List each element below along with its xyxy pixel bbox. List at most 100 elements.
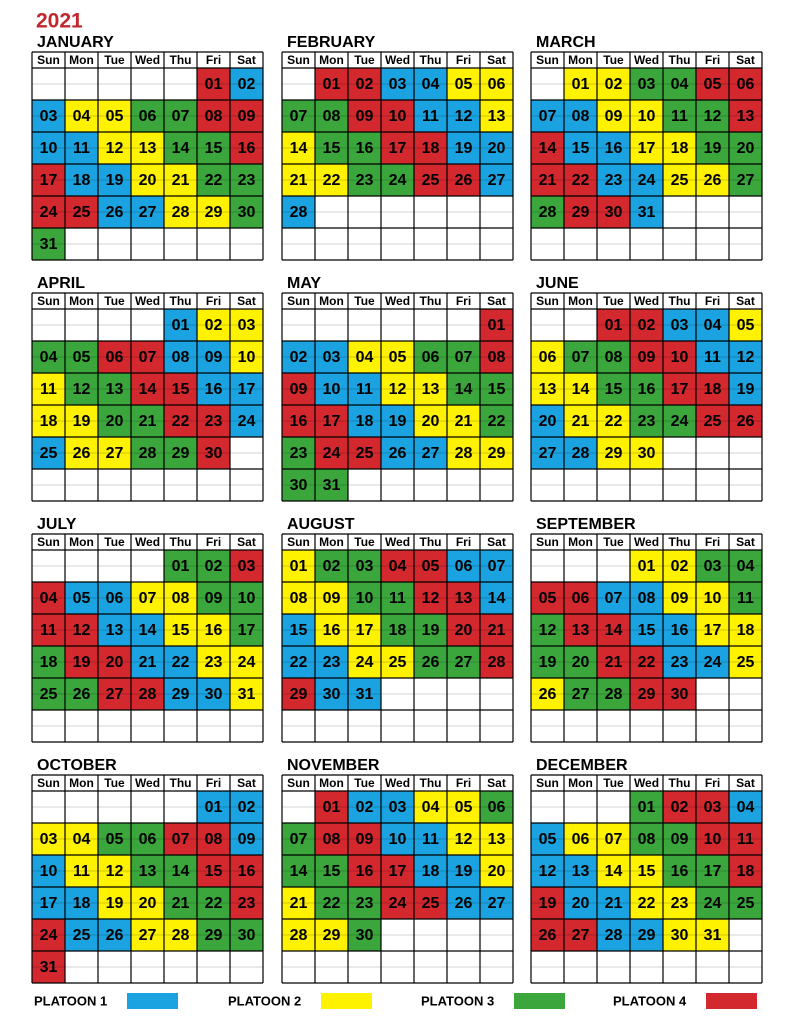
day-number: 30 [290,477,308,494]
weekday-header: Wed [385,535,410,549]
day-number: 26 [539,686,557,703]
day-cell [164,196,197,228]
day-cell [32,405,65,437]
day-number: 27 [572,927,590,944]
day-number: 26 [704,172,722,189]
day-number: 25 [389,654,407,671]
day-cell [230,855,263,887]
day-number: 20 [488,140,506,157]
weekday-header: Mon [319,535,344,549]
day-number: 14 [290,863,308,880]
day-cell [729,132,762,164]
day-cell [597,919,630,951]
empty-cell [729,196,762,228]
day-number: 22 [638,895,656,912]
day-number: 17 [389,863,407,880]
day-number: 14 [605,863,623,880]
day-cell [98,437,131,469]
day-number: 10 [389,831,407,848]
day-number: 19 [389,413,407,430]
weekday-header: Tue [603,294,624,308]
weekday-header: Sun [287,53,310,67]
day-number: 24 [671,413,689,430]
day-cell [315,100,348,132]
day-number: 25 [704,413,722,430]
month-title: AUGUST [287,516,355,533]
day-cell [32,582,65,614]
weekday-header: Fri [206,535,221,549]
empty-cell [630,710,663,742]
day-number: 17 [389,140,407,157]
day-cell [197,855,230,887]
day-cell [729,646,762,678]
day-cell [348,132,381,164]
day-number: 20 [539,413,557,430]
day-cell [197,196,230,228]
empty-cell [564,309,597,341]
day-cell [381,582,414,614]
day-cell [480,373,513,405]
day-cell [381,437,414,469]
day-number: 29 [488,445,506,462]
day-cell [531,919,564,951]
day-number: 29 [290,686,308,703]
weekday-header: Sat [237,53,256,67]
day-cell [348,646,381,678]
day-cell [630,437,663,469]
day-cell [696,855,729,887]
day-number: 24 [238,654,256,671]
day-cell [315,678,348,710]
day-number: 25 [73,204,91,221]
day-cell [630,132,663,164]
day-number: 23 [323,654,341,671]
day-number: 18 [704,381,722,398]
empty-cell [98,550,131,582]
empty-cell [564,951,597,983]
day-cell [630,678,663,710]
weekday-header: Wed [135,776,160,790]
day-number: 22 [605,413,623,430]
empty-cell [663,710,696,742]
day-number: 10 [238,349,256,366]
day-cell [282,582,315,614]
day-cell [480,550,513,582]
day-cell [65,164,98,196]
day-number: 09 [671,590,689,607]
empty-cell [414,710,447,742]
day-number: 02 [356,76,374,93]
day-cell [729,164,762,196]
day-cell [131,887,164,919]
day-cell [564,919,597,951]
day-cell [381,164,414,196]
empty-cell [447,228,480,260]
day-cell [282,887,315,919]
day-cell [32,646,65,678]
day-cell [282,855,315,887]
day-number: 13 [488,831,506,848]
day-number: 02 [205,317,223,334]
day-cell [564,68,597,100]
day-number: 31 [356,686,374,703]
weekday-header: Sun [536,294,559,308]
day-cell [230,791,263,823]
day-cell [315,582,348,614]
day-cell [414,164,447,196]
day-cell [597,196,630,228]
day-cell [164,646,197,678]
legend-label: PLATOON 4 [613,993,687,1008]
day-cell [381,887,414,919]
day-number: 04 [356,349,374,366]
day-cell [381,646,414,678]
empty-cell [414,196,447,228]
day-number: 06 [539,349,557,366]
weekday-header: Fri [705,294,720,308]
day-number: 19 [73,413,91,430]
day-number: 12 [704,108,722,125]
day-number: 07 [290,108,308,125]
weekday-header: Sun [37,294,60,308]
empty-cell [729,710,762,742]
day-cell [597,614,630,646]
day-number: 13 [139,863,157,880]
day-number: 14 [572,381,590,398]
